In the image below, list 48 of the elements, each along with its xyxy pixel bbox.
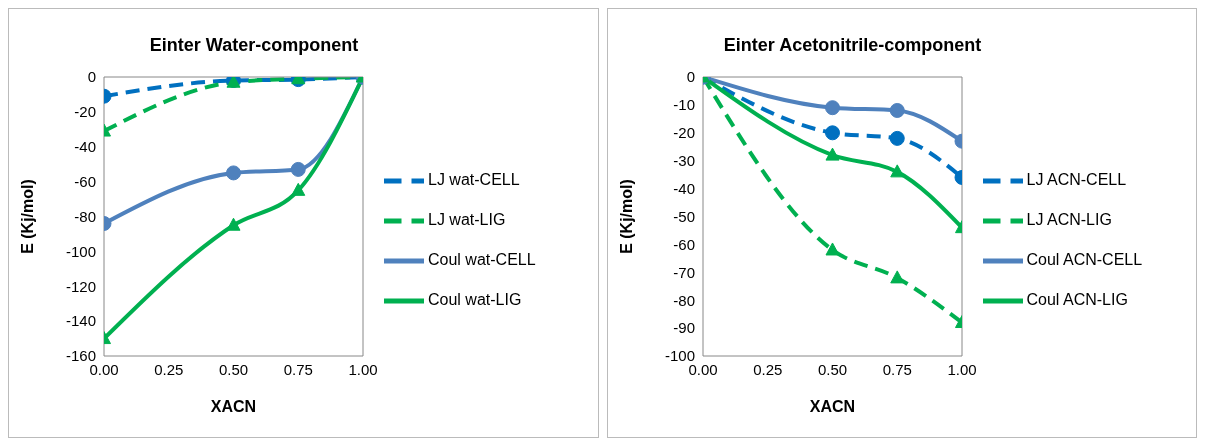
legend-label: LJ wat-LIG <box>428 211 506 229</box>
x-tick-label: 0.25 <box>154 360 184 378</box>
point <box>889 164 904 178</box>
point <box>889 102 905 118</box>
point <box>824 100 840 116</box>
x-tick-label: 0.50 <box>218 360 249 378</box>
legend-label: Coul wat-CELL <box>428 251 536 269</box>
x-axis-title: XACN <box>809 398 855 415</box>
legend-label: LJ ACN-LIG <box>1026 211 1112 229</box>
y-tick-label: -20 <box>672 124 695 142</box>
chart-title: Einter Acetonitrile-component <box>722 35 983 56</box>
y-tick-label: -80 <box>74 207 96 225</box>
y-axis-title: E (Kj/mol) <box>617 179 635 254</box>
point <box>825 147 839 161</box>
point <box>824 125 840 141</box>
y-tick-label: -40 <box>74 138 96 156</box>
y-tick-label: -120 <box>65 277 96 295</box>
x-tick-label: 1.00 <box>946 360 977 378</box>
y-tick-label: -90 <box>672 319 695 337</box>
point <box>889 270 904 284</box>
y-tick-label: -70 <box>672 263 695 281</box>
legend-label: LJ ACN-CELL <box>1026 171 1127 189</box>
x-tick-label: 0.25 <box>752 360 782 378</box>
legend-label: Coul ACN-CELL <box>1026 251 1143 269</box>
y-tick-label: 0 <box>686 68 695 86</box>
x-tick-label: 0.50 <box>817 360 847 378</box>
y-tick-label: -100 <box>65 242 96 260</box>
legend-label: LJ wat-CELL <box>428 171 520 189</box>
y-tick-label: -20 <box>74 103 96 121</box>
y-tick-label: -50 <box>672 207 695 225</box>
y-tick-label: 0 <box>87 68 96 86</box>
y-tick-label: -30 <box>672 152 695 170</box>
y-tick-label: -80 <box>672 291 695 309</box>
x-axis-title: XACN <box>210 398 257 415</box>
y-tick-label: -40 <box>672 179 695 197</box>
x-tick-label: 1.00 <box>348 360 378 378</box>
x-tick-label: 0.75 <box>283 360 313 378</box>
y-axis-title: E (Kj/mol) <box>18 179 36 254</box>
y-tick-label: -10 <box>672 96 695 114</box>
point <box>889 130 905 146</box>
x-tick-label: 0.75 <box>882 360 912 378</box>
y-tick-label: -140 <box>65 312 96 330</box>
point <box>825 242 839 256</box>
chart-title: Einter Water-component <box>148 35 360 56</box>
legend-label: Coul wat-LIG <box>428 291 522 309</box>
y-tick-label: -60 <box>672 235 695 253</box>
y-tick-label: -60 <box>74 172 96 190</box>
legend-label: Coul ACN-LIG <box>1026 291 1128 309</box>
